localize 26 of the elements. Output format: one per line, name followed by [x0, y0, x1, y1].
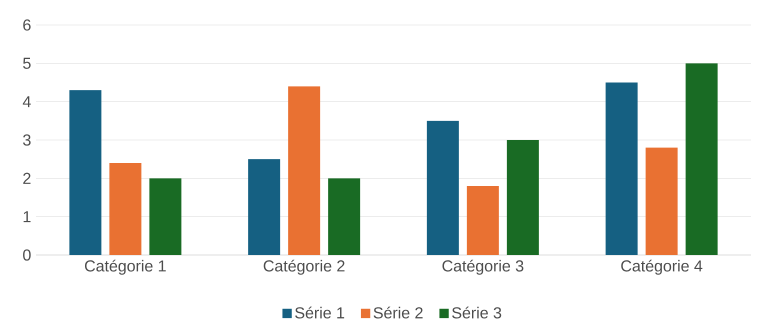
x-tick-label: Catégorie 2	[264, 260, 344, 275]
bar	[606, 82, 638, 255]
legend-label: Série 2	[374, 306, 423, 318]
y-tick-label: 4	[22, 96, 31, 108]
bar	[686, 63, 718, 255]
legend-label: Série 1	[295, 306, 344, 318]
bar	[426, 120, 459, 255]
y-tick-label: 3	[23, 134, 31, 146]
bar	[466, 186, 499, 255]
x-tick-label: Catégorie 1	[84, 260, 166, 275]
y-tick-label: 5	[23, 58, 31, 69]
y-tick-label: 2	[23, 172, 31, 184]
y-tick-label: 1	[24, 211, 31, 222]
legend-label: Série 3	[452, 306, 502, 318]
bar	[149, 178, 182, 255]
bar	[109, 163, 142, 255]
bar	[248, 159, 280, 255]
bar	[506, 140, 539, 255]
bar	[328, 178, 360, 255]
bar	[646, 148, 678, 255]
bar	[288, 86, 320, 255]
y-tick-label: 6	[23, 19, 31, 31]
x-tick-label: Catégorie 4	[621, 260, 702, 275]
bar	[69, 90, 102, 255]
x-tick-label: Catégorie 3	[442, 260, 524, 275]
y-tick-label: 0	[23, 249, 31, 261]
